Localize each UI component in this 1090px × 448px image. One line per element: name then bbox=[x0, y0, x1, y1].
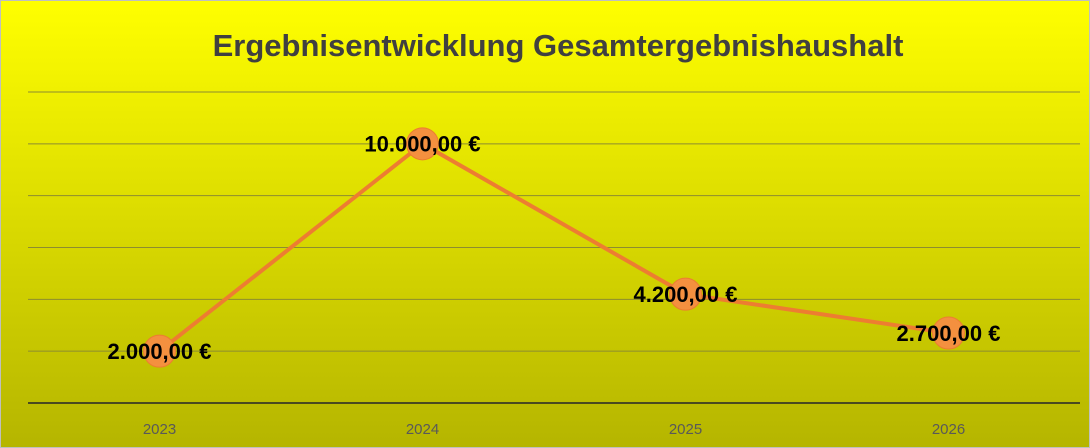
data-label: 4.200,00 € bbox=[634, 282, 738, 307]
data-label: 2.700,00 € bbox=[897, 321, 1001, 346]
marker bbox=[669, 277, 702, 311]
marker bbox=[143, 334, 176, 368]
marker bbox=[406, 127, 439, 161]
x-tick-label: 2025 bbox=[669, 421, 702, 438]
x-tick-label: 2023 bbox=[143, 421, 176, 438]
data-label: 10.000,00 € bbox=[364, 132, 480, 157]
x-tick-label: 2024 bbox=[406, 421, 439, 438]
line bbox=[158, 141, 949, 353]
chart-title: Ergebnisentwicklung Gesamtergebnishausha… bbox=[213, 28, 904, 63]
marker bbox=[932, 316, 965, 350]
x-tick-label: 2026 bbox=[932, 421, 965, 438]
data-label: 2.000,00 € bbox=[108, 339, 212, 364]
